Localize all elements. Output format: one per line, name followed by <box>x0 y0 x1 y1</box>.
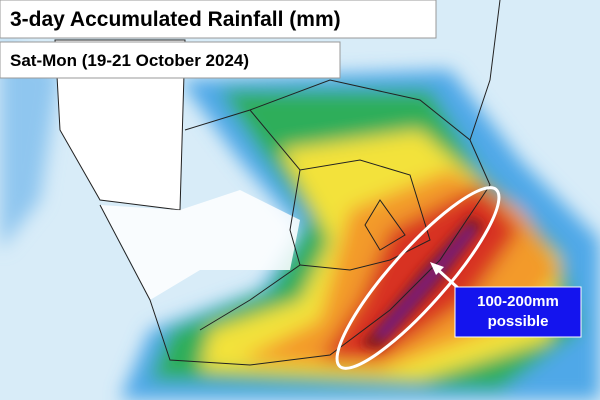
annotation-box <box>454 286 582 338</box>
land-dry <box>100 190 300 300</box>
arrow-head <box>430 262 444 275</box>
annotation-line: possible <box>488 313 549 330</box>
highlight-ellipse <box>335 186 501 370</box>
annotation-line: 100-200mm <box>477 293 559 310</box>
borders <box>99 0 501 366</box>
title: 3-day Accumulated Rainfall (mm) <box>10 8 341 31</box>
subtitle: Sat-Mon (19-21 October 2024) <box>10 51 249 70</box>
heavy-rain-band <box>360 215 485 350</box>
subtitle-box <box>0 41 341 79</box>
title-box <box>0 0 437 39</box>
land-west <box>54 39 186 211</box>
